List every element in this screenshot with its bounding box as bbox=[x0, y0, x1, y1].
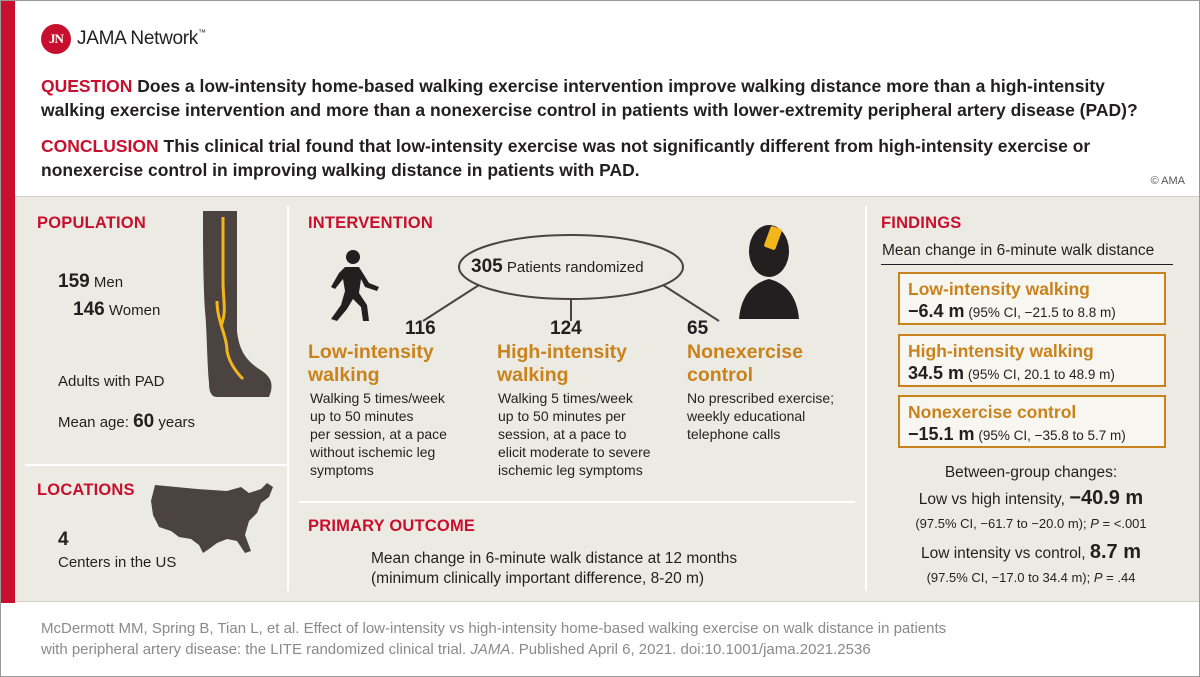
arm3-name: Nonexercise control bbox=[687, 341, 803, 386]
locations-count: 4 bbox=[58, 529, 69, 550]
comparison-low-vs-high-ci: (97.5% CI, −61.7 to −20.0 m); P = <.001 bbox=[915, 516, 1147, 531]
conclusion-label: CONCLUSION bbox=[41, 136, 159, 156]
randomization-diagram bbox=[422, 234, 720, 322]
randomized-count-row: 305 Patients randomized bbox=[471, 256, 644, 277]
finding-box-high: High-intensity walking 34.5 m (95% CI, 2… bbox=[898, 334, 1166, 387]
question: QUESTION Does a low-intensity home-based… bbox=[41, 74, 1161, 122]
accent-bar bbox=[1, 1, 15, 603]
findings-title: FINDINGS bbox=[881, 214, 962, 232]
between-group-title: Between-group changes: bbox=[944, 464, 1118, 481]
findings-subtitle-rule bbox=[881, 264, 1173, 265]
findings-subtitle: Mean change in 6-minute walk distance bbox=[882, 242, 1155, 259]
phone-person-icon bbox=[739, 225, 799, 319]
population-description: Adults with PAD bbox=[58, 373, 165, 390]
men-count-row: 159 Men bbox=[58, 271, 124, 292]
primary-outcome-title: PRIMARY OUTCOME bbox=[308, 517, 476, 535]
brand-name: JAMA Network™ bbox=[77, 28, 206, 49]
walking-person-icon bbox=[331, 250, 379, 321]
arm2-description: Walking 5 times/week up to 50 minutes pe… bbox=[498, 390, 651, 478]
arm3-n: 65 bbox=[687, 318, 709, 339]
arm1-description: Walking 5 times/week up to 50 minutes pe… bbox=[310, 390, 447, 478]
divider-right bbox=[865, 206, 867, 591]
arm1-n: 116 bbox=[405, 318, 436, 339]
comparison-low-vs-control: Low intensity vs control, 8.7 m bbox=[920, 541, 1141, 563]
leg-icon bbox=[203, 211, 272, 397]
question-label: QUESTION bbox=[41, 76, 133, 96]
locations-title: LOCATIONS bbox=[37, 481, 135, 499]
brand: JN JAMA Network™ bbox=[41, 24, 206, 54]
jama-logo-icon: JN bbox=[41, 24, 71, 54]
divider-left bbox=[287, 206, 289, 591]
locations-label: Centers in the US bbox=[58, 554, 177, 571]
mean-age: Mean age: 60 years bbox=[58, 411, 196, 432]
citation: McDermott MM, Spring B, Tian L, et al. E… bbox=[41, 620, 947, 658]
conclusion-text: This clinical trial found that low-inten… bbox=[41, 136, 1091, 180]
question-text: Does a low-intensity home-based walking … bbox=[41, 76, 1138, 120]
comparison-low-vs-high: Low vs high intensity, −40.9 m bbox=[918, 487, 1144, 509]
conclusion: CONCLUSION This clinical trial found tha… bbox=[41, 134, 1161, 182]
finding-box-low: Low-intensity walking −6.4 m (95% CI, −2… bbox=[898, 272, 1166, 325]
women-count-row: 146 Women bbox=[73, 299, 161, 320]
arm1-name: Low-intensity walking bbox=[308, 341, 434, 386]
finding-box-control: Nonexercise control −15.1 m (95% CI, −35… bbox=[898, 395, 1166, 448]
us-map-icon bbox=[151, 483, 273, 553]
copyright: © AMA bbox=[1150, 175, 1185, 187]
population-title: POPULATION bbox=[37, 214, 146, 232]
arm2-n: 124 bbox=[550, 318, 582, 339]
divider-population bbox=[25, 464, 287, 466]
divider-intervention bbox=[299, 501, 855, 503]
arm3-description: No prescribed exercise; weekly education… bbox=[687, 390, 835, 442]
arm2-name: High-intensity walking bbox=[497, 341, 627, 386]
primary-outcome-text: Mean change in 6-minute walk distance at… bbox=[371, 550, 738, 587]
intervention-title: INTERVENTION bbox=[308, 214, 433, 232]
comparison-low-vs-control-ci: (97.5% CI, −17.0 to 34.4 m); P = .44 bbox=[926, 570, 1136, 585]
